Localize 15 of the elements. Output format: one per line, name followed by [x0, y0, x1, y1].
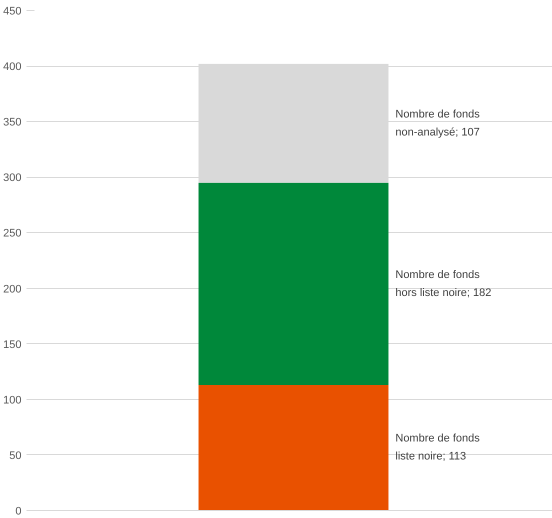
y-tick-label: 100 — [3, 394, 22, 406]
annotation: Nombre de fonds non-analysé; 107 — [395, 108, 480, 138]
y-tick-label: 0 — [15, 506, 22, 518]
annotation: Nombre de fonds hors liste noire; 182 — [395, 268, 492, 299]
y-tick-label: 300 — [3, 172, 22, 184]
y-tick-label: 450 — [3, 6, 22, 18]
y-tick-label: 350 — [3, 116, 22, 129]
y-tick-label: 250 — [3, 228, 22, 240]
y-tick-label: 200 — [3, 283, 22, 296]
bar — [198, 182, 388, 385]
annotation: Nombre de fonds liste noire; 113 — [395, 432, 480, 463]
bar — [198, 384, 388, 510]
y-tick-label: 50 — [9, 450, 22, 462]
y-tick-label: 400 — [3, 61, 22, 74]
y-tick-label: 150 — [3, 338, 22, 351]
